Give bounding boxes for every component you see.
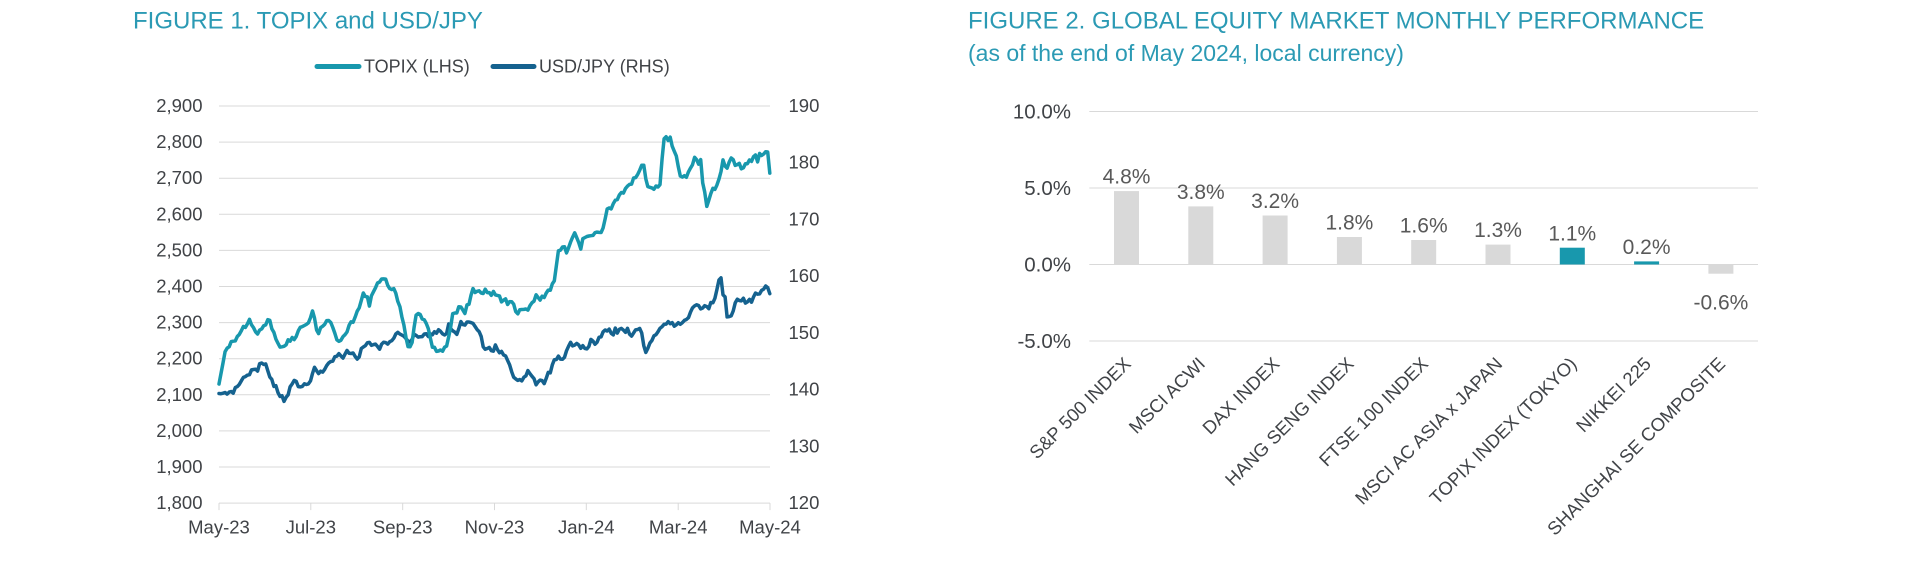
svg-text:(as of the end of May 2024, lo: (as of the end of May 2024, local curren…	[968, 40, 1404, 66]
svg-text:FIGURE 1. TOPIX and USD/JPY: FIGURE 1. TOPIX and USD/JPY	[133, 8, 483, 35]
svg-text:120: 120	[789, 492, 820, 513]
svg-text:3.8%: 3.8%	[1177, 181, 1225, 204]
svg-text:Mar-24: Mar-24	[649, 517, 708, 538]
svg-text:-5.0%: -5.0%	[1017, 330, 1071, 353]
svg-text:1.8%: 1.8%	[1325, 212, 1373, 235]
svg-text:-0.6%: -0.6%	[1693, 292, 1748, 315]
svg-text:0.0%: 0.0%	[1024, 254, 1071, 277]
svg-text:130: 130	[789, 435, 820, 456]
svg-text:1.6%: 1.6%	[1400, 215, 1448, 238]
svg-text:10.0%: 10.0%	[1013, 101, 1071, 124]
svg-text:2,600: 2,600	[156, 203, 202, 224]
svg-text:160: 160	[789, 265, 820, 286]
svg-text:3.2%: 3.2%	[1251, 190, 1299, 213]
svg-text:Nov-23: Nov-23	[465, 517, 525, 538]
svg-text:Sep-23: Sep-23	[373, 517, 433, 538]
svg-text:May-23: May-23	[188, 517, 250, 538]
svg-text:2,800: 2,800	[156, 131, 202, 152]
svg-text:4.8%: 4.8%	[1103, 166, 1151, 189]
svg-text:180: 180	[789, 152, 820, 173]
svg-text:2,700: 2,700	[156, 167, 202, 188]
svg-text:5.0%: 5.0%	[1024, 177, 1071, 200]
svg-text:TOPIX (LHS): TOPIX (LHS)	[364, 57, 470, 77]
svg-text:1,900: 1,900	[156, 456, 202, 477]
svg-text:1.1%: 1.1%	[1548, 222, 1596, 245]
svg-text:USD/JPY (RHS): USD/JPY (RHS)	[539, 57, 670, 77]
svg-text:2,400: 2,400	[156, 276, 202, 297]
svg-text:2,000: 2,000	[156, 420, 202, 441]
svg-text:FIGURE 2. GLOBAL EQUITY MARKET: FIGURE 2. GLOBAL EQUITY MARKET MONTHLY P…	[968, 8, 1704, 35]
svg-text:May-24: May-24	[739, 517, 801, 538]
svg-text:2,100: 2,100	[156, 384, 202, 405]
svg-text:190: 190	[789, 95, 820, 116]
svg-text:170: 170	[789, 208, 820, 229]
svg-text:0.2%: 0.2%	[1623, 236, 1671, 259]
svg-text:2,300: 2,300	[156, 312, 202, 333]
svg-text:2,200: 2,200	[156, 348, 202, 369]
svg-text:1.3%: 1.3%	[1474, 219, 1522, 242]
svg-text:150: 150	[789, 322, 820, 343]
svg-text:140: 140	[789, 379, 820, 400]
svg-text:2,500: 2,500	[156, 239, 202, 260]
svg-text:Jul-23: Jul-23	[286, 517, 336, 538]
svg-text:1,800: 1,800	[156, 492, 202, 513]
svg-text:2,900: 2,900	[156, 95, 202, 116]
svg-text:Jan-24: Jan-24	[558, 517, 615, 538]
